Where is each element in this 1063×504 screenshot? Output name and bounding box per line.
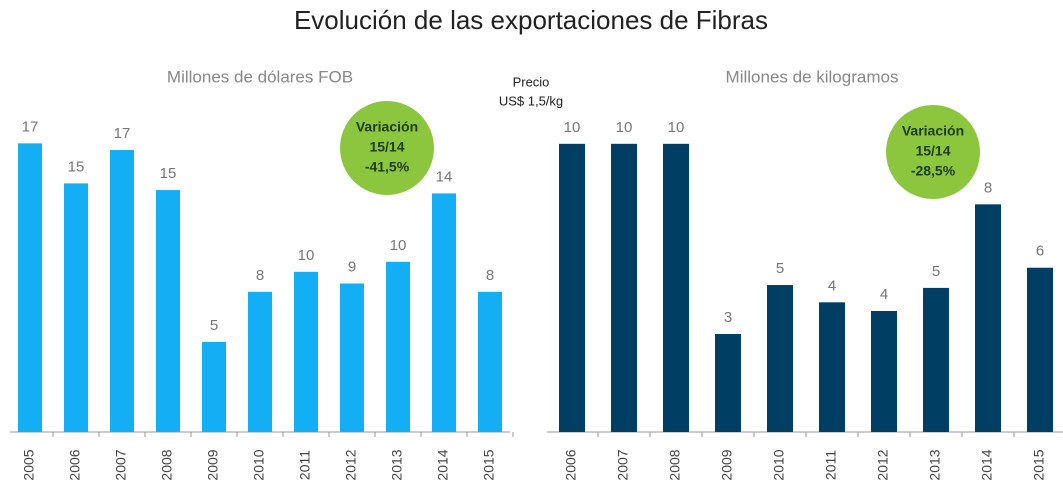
bar (64, 183, 88, 432)
value-label: 3 (724, 309, 732, 326)
badge-text: Variación (356, 119, 418, 135)
subtitle: Millones de kilogramos (726, 67, 899, 86)
value-label: 5 (776, 260, 784, 277)
chart-title: Evolución de las exportaciones de Fibras (294, 5, 768, 35)
x-tick-label: 2013 (927, 449, 943, 480)
x-tick-label: 2012 (875, 449, 891, 480)
x-tick-label: 2014 (435, 449, 451, 480)
badge-text: -41,5% (365, 159, 410, 175)
x-tick-label: 2007 (113, 449, 129, 480)
value-label: 5 (932, 263, 940, 280)
bar (110, 150, 134, 432)
value-label: 4 (828, 277, 836, 294)
bar (18, 143, 42, 432)
bar (767, 285, 793, 432)
x-tick-label: 2008 (159, 449, 175, 480)
value-label: 9 (348, 258, 356, 275)
bar (975, 204, 1001, 432)
value-label: 10 (298, 247, 315, 264)
x-tick-label: 2009 (719, 449, 735, 480)
x-tick-label: 2009 (205, 449, 221, 480)
bar (202, 341, 226, 432)
subtitle: Millones de dólares FOB (167, 67, 353, 86)
value-label: 8 (984, 179, 992, 196)
x-tick-label: 2010 (251, 449, 267, 480)
bar (559, 143, 585, 432)
badge-text: 15/14 (915, 143, 950, 159)
x-tick-label: 2015 (481, 449, 497, 480)
x-tick-label: 2011 (823, 450, 839, 480)
badge-text: Variación (902, 123, 964, 139)
x-tick-label: 2011 (297, 450, 313, 480)
annotation: US$ 1,5/kg (499, 93, 563, 108)
value-label: 15 (160, 165, 177, 182)
bar (432, 193, 456, 432)
bar (340, 283, 364, 432)
badge (886, 105, 980, 199)
badge-text: -28,5% (911, 163, 956, 179)
bar (663, 143, 689, 432)
x-tick-label: 2015 (1031, 449, 1047, 480)
value-label: 17 (114, 125, 131, 142)
x-tick-label: 2012 (343, 449, 359, 480)
x-tick-label: 2008 (667, 449, 683, 480)
value-label: 17 (22, 118, 39, 135)
bar (1027, 267, 1053, 432)
value-label: 8 (256, 267, 264, 284)
x-tick-label: 2014 (979, 449, 995, 480)
bar (819, 302, 845, 432)
bar (386, 261, 410, 432)
bar (923, 287, 949, 432)
bar (248, 291, 272, 432)
x-tick-label: 2013 (389, 449, 405, 480)
value-label: 6 (1036, 243, 1044, 260)
x-tick-label: 2006 (563, 449, 579, 480)
value-label: 10 (390, 237, 407, 254)
annotation: Precio (513, 74, 550, 89)
bar (156, 190, 180, 432)
value-label: 15 (68, 158, 85, 175)
value-label: 10 (616, 119, 633, 136)
bar (871, 310, 897, 432)
value-label: 10 (668, 119, 685, 136)
value-label: 8 (486, 267, 494, 284)
badge (340, 101, 434, 195)
value-label: 5 (210, 317, 218, 334)
bar (478, 291, 502, 432)
x-tick-label: 2005 (21, 449, 37, 480)
x-tick-label: 2007 (615, 449, 631, 480)
value-label: 4 (880, 286, 888, 303)
badge-text: 15/14 (369, 139, 404, 155)
bar (715, 334, 741, 432)
bar (611, 143, 637, 432)
value-label: 14 (436, 168, 453, 185)
bar (294, 271, 318, 432)
x-tick-label: 2010 (771, 449, 787, 480)
x-tick-label: 2006 (67, 449, 83, 480)
value-label: 10 (564, 119, 581, 136)
